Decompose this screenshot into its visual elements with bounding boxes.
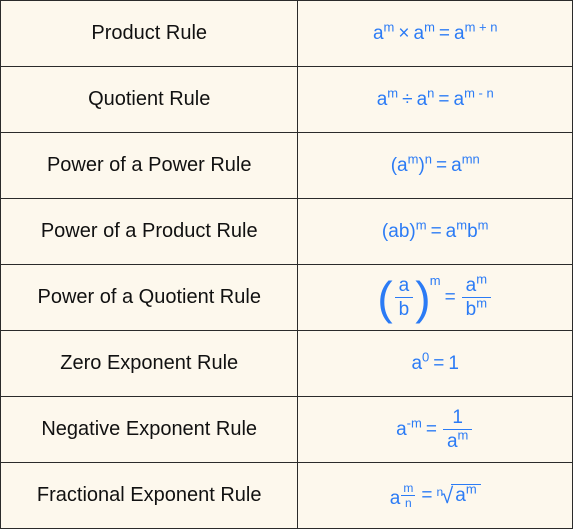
table-row: Fractional Exponent Rule a m n = n √ am [1, 463, 573, 529]
table-row: Negative Exponent Rule a-m = 1 am [1, 397, 573, 463]
rule-formula: (ab)m = ambm [298, 199, 573, 265]
rule-name: Zero Exponent Rule [1, 331, 298, 397]
exponent-rules-table: Product Rule am × am = am + n Quotient R… [0, 0, 573, 529]
table-row: Zero Exponent Rule a0 = 1 [1, 331, 573, 397]
rule-name: Fractional Exponent Rule [1, 463, 298, 529]
rule-formula: a-m = 1 am [298, 397, 573, 463]
rule-formula: am × am = am + n [298, 1, 573, 67]
rule-formula: a0 = 1 [298, 331, 573, 397]
rule-formula: ( a b ) m = am bm [298, 265, 573, 331]
table-row: Power of a Quotient Rule ( a b ) m = am [1, 265, 573, 331]
rule-formula: am ÷ an = am - n [298, 67, 573, 133]
rule-name: Power of a Quotient Rule [1, 265, 298, 331]
rule-name: Quotient Rule [1, 67, 298, 133]
rule-name: Product Rule [1, 1, 298, 67]
rule-name: Power of a Power Rule [1, 133, 298, 199]
table-row: Quotient Rule am ÷ an = am - n [1, 67, 573, 133]
table-row: Power of a Product Rule (ab)m = ambm [1, 199, 573, 265]
rule-formula: a m n = n √ am [298, 463, 573, 529]
rule-formula: (am)n = amn [298, 133, 573, 199]
table-row: Product Rule am × am = am + n [1, 1, 573, 67]
rule-name: Negative Exponent Rule [1, 397, 298, 463]
rule-name: Power of a Product Rule [1, 199, 298, 265]
table-row: Power of a Power Rule (am)n = amn [1, 133, 573, 199]
